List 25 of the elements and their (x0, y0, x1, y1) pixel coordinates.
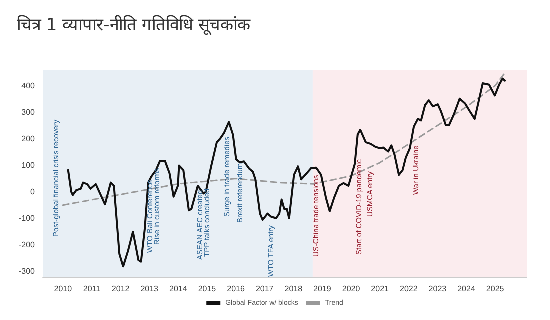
x-tick-label: 2012 (112, 284, 130, 294)
x-tick-label: 2022 (400, 284, 418, 294)
x-tick-label: 2010 (54, 284, 73, 294)
y-tick-label: 400 (22, 81, 36, 90)
x-tick-label: 2020 (342, 284, 361, 294)
y-tick-label: 200 (22, 134, 36, 144)
x-tick-label: 2015 (198, 284, 217, 294)
y-tick-label: 0 (30, 188, 36, 197)
chart-title: चित्र 1 व्यापार-नीति गतिविधि सूचकांक (17, 14, 252, 36)
x-tick-label: 2013 (140, 284, 160, 294)
y-tick-label: -100 (18, 214, 36, 224)
y-tick-label: 300 (22, 108, 36, 117)
x-tick-label: 2023 (428, 284, 448, 294)
x-tick-label: 2024 (458, 284, 476, 294)
x-tick-label: 2021 (371, 284, 390, 294)
x-tick-label: 2017 (256, 284, 274, 294)
x-tick-label: 2016 (227, 284, 246, 294)
x-tick-label: 2025 (486, 284, 505, 294)
x-tick-label: 2014 (170, 284, 188, 294)
y-tick-label: -200 (18, 240, 36, 250)
x-tick-label: 2019 (314, 284, 332, 294)
y-tick-label: -300 (18, 267, 36, 276)
y-tick-label: 100 (22, 161, 36, 170)
x-tick-label: 2011 (83, 284, 102, 294)
x-tick-label: 2018 (284, 284, 304, 294)
